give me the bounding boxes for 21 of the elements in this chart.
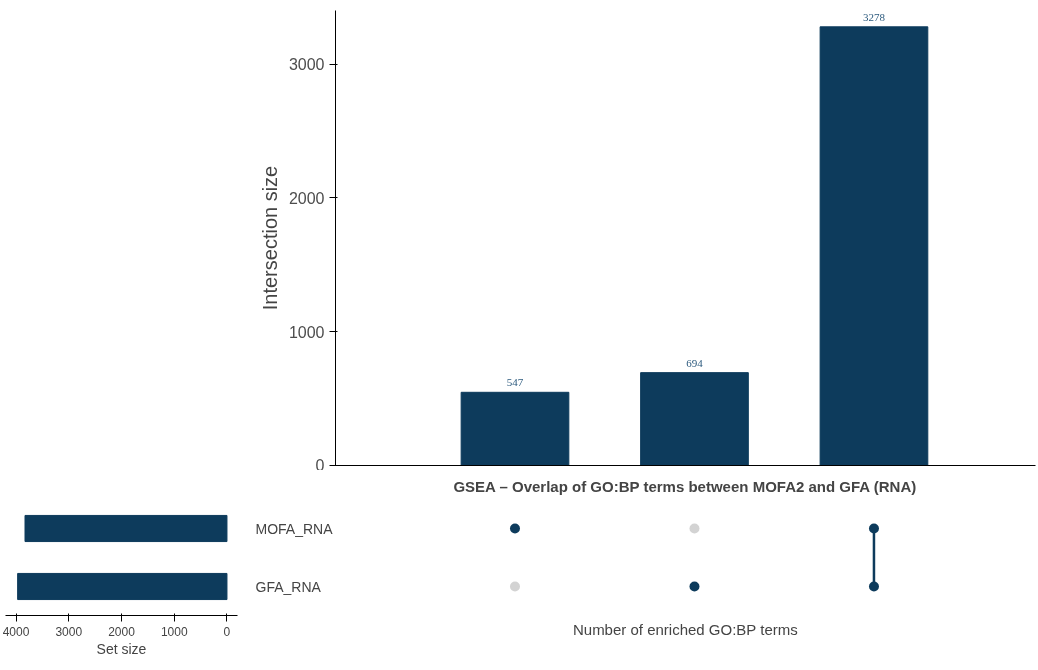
data-label: 3278: [862, 10, 886, 23]
bar: [819, 26, 929, 466]
x-tick-label: 3000: [55, 624, 83, 639]
y-tick-label: 3000: [288, 56, 325, 74]
y-tick-label: MOFA_RNA: [255, 520, 334, 537]
y-tick-label: 0: [315, 456, 325, 474]
data-label: 694: [686, 356, 704, 369]
y-tick-label: 1000: [288, 323, 325, 341]
text: Number of enriched GO:BP terms: [572, 620, 798, 638]
data-label: 547: [506, 376, 524, 389]
x-tick-label: 4000: [2, 624, 30, 639]
y-axis-title: Intersection size: [258, 165, 281, 311]
y-tick-label: GFA_RNA: [255, 578, 322, 595]
x-axis-title: Set size: [96, 640, 147, 657]
x-tick-label: 0: [223, 624, 231, 639]
text: GSEA – Overlap of GO:BP terms between MOFA2 and GFA (RNA): [453, 477, 917, 495]
x-tick-label: 2000: [108, 624, 136, 639]
bar: [460, 391, 570, 466]
x-tick-label: 1000: [160, 624, 188, 639]
y-tick-label: 2000: [288, 189, 325, 207]
bar: [640, 372, 749, 466]
